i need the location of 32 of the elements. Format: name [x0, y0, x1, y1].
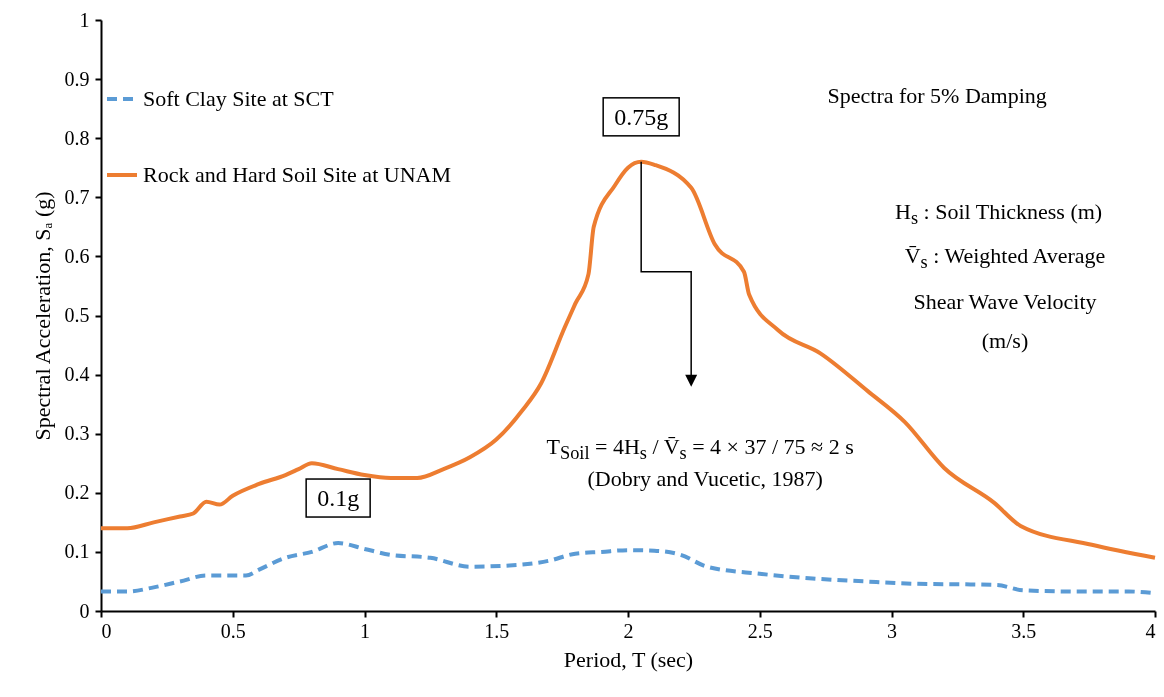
x-tick-label: 1.5 [484, 619, 510, 642]
y-tick-label: 0.6 [64, 244, 90, 267]
y-tick-label: 0.3 [64, 422, 90, 445]
y-tick-label: 0.7 [64, 185, 90, 208]
x-tick-label: 1 [360, 619, 370, 642]
annotation: 0.1g [317, 485, 360, 512]
line-series [99, 159, 1157, 560]
x-tick-label: 0 [101, 619, 112, 642]
annotation: (Dobry and Vucetic, 1987) [587, 466, 823, 492]
annotation: Spectra for 5% Damping [827, 83, 1047, 109]
y-tick-label: 0 [79, 599, 90, 622]
y-tick-label: 0.2 [64, 481, 90, 504]
legend-label: Rock and Hard Soil Site at UNAM [143, 162, 451, 187]
y-tick-label: 0.9 [64, 67, 90, 90]
x-tick-label: 3 [887, 619, 897, 642]
y-tick-label: 0.8 [64, 126, 90, 149]
y-tick-label: 0.5 [64, 304, 90, 326]
y-axis-title: Spectral Acceleration, Sₐ (g) [29, 191, 55, 441]
annotation: V̄$_{s}$ : Weighted Average Shear Wave Velocity (m/s) [903, 242, 1107, 356]
legend-label: Soft Clay Site at SCT [143, 86, 335, 111]
x-tick-label: 4 [1145, 619, 1156, 642]
annotation: H$_{s}$ : Soil Thickness (m) [895, 199, 1103, 230]
y-tick-label: 0.1 [64, 540, 90, 563]
annotation: 0.75g [614, 103, 669, 130]
annotation: T$_{Soil}$ = 4H$_{s}$ / V̄$_{s}$ = 4 × 37 / 75 ≈ 2 s [546, 434, 854, 465]
y-tick-label: 1 [79, 8, 90, 31]
y-tick-label: 0.4 [64, 363, 90, 386]
x-tick-label: 2.5 [747, 619, 773, 642]
x-tick-label: 3.5 [1011, 619, 1037, 642]
x-tick-label: 2 [623, 619, 634, 642]
x-tick-label: 0.5 [220, 619, 246, 642]
x-axis-title: Period, T (sec) [563, 646, 694, 672]
